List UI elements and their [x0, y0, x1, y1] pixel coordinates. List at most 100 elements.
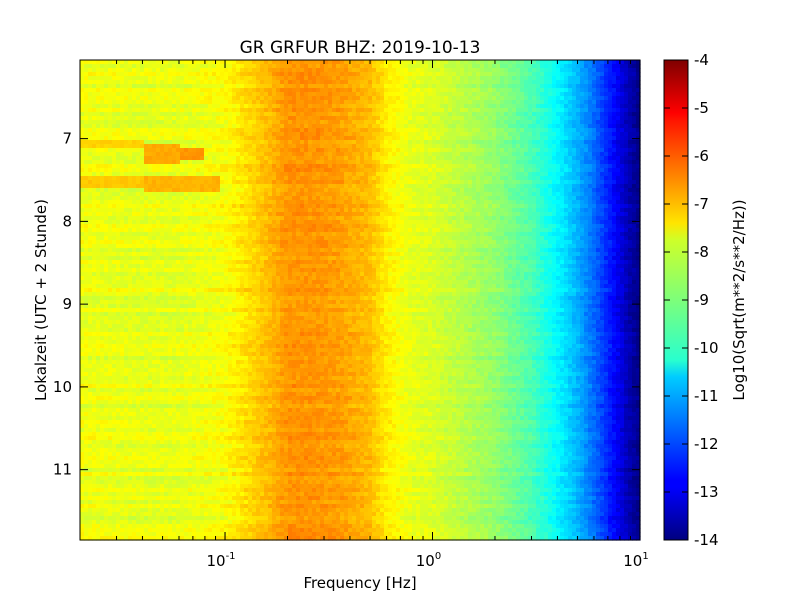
heatmap-cell: [120, 260, 125, 265]
heatmap-cell: [176, 452, 181, 457]
heatmap-cell: [128, 528, 133, 533]
heatmap-cell: [132, 464, 137, 469]
heatmap-cell: [228, 320, 233, 325]
heatmap-cell: [124, 428, 129, 433]
heatmap-cell: [156, 324, 161, 329]
heatmap-cell: [208, 324, 213, 329]
heatmap-cell: [208, 336, 213, 341]
heatmap-cell: [232, 140, 237, 145]
heatmap-cell: [152, 392, 157, 397]
heatmap-cell: [132, 376, 137, 381]
heatmap-cell: [192, 124, 197, 129]
heatmap-cell: [84, 332, 89, 337]
heatmap-cell: [140, 468, 145, 473]
heatmap-cell: [180, 500, 185, 505]
heatmap-cell: [180, 160, 185, 165]
heatmap-cell: [156, 272, 161, 277]
heatmap-cell: [184, 136, 189, 141]
heatmap-cell: [192, 356, 197, 361]
heatmap-cell: [240, 236, 245, 241]
heatmap-cell: [104, 424, 109, 429]
heatmap-cell: [168, 392, 173, 397]
heatmap-cell: [80, 480, 85, 485]
heatmap-cell: [196, 128, 201, 133]
heatmap-cell: [184, 464, 189, 469]
heatmap-cell: [220, 424, 225, 429]
heatmap-cell: [180, 136, 185, 141]
heatmap-cell: [200, 244, 205, 249]
heatmap-cell: [160, 180, 165, 185]
heatmap-cell: [104, 164, 109, 169]
heatmap-cell: [204, 208, 209, 213]
heatmap-cell: [232, 360, 237, 365]
heatmap-cell: [196, 488, 201, 493]
heatmap-cell: [208, 512, 213, 517]
heatmap-cell: [208, 180, 213, 185]
heatmap-cell: [204, 80, 209, 85]
heatmap-cell: [124, 496, 129, 501]
heatmap-cell: [168, 332, 173, 337]
heatmap-cell: [228, 68, 233, 73]
heatmap-cell: [88, 428, 93, 433]
heatmap-cell: [116, 432, 121, 437]
heatmap-cell: [184, 420, 189, 425]
heatmap-cell: [216, 264, 221, 269]
heatmap-cell: [204, 124, 209, 129]
heatmap-cell: [96, 360, 101, 365]
heatmap-cell: [104, 336, 109, 341]
heatmap-cell: [92, 388, 97, 393]
heatmap-cell: [224, 128, 229, 133]
heatmap-cell: [152, 356, 157, 361]
heatmap-cell: [228, 516, 233, 521]
heatmap-cell: [156, 436, 161, 441]
heatmap-cell: [124, 484, 129, 489]
heatmap-cell: [180, 412, 185, 417]
heatmap-cell: [136, 436, 141, 441]
heatmap-cell: [88, 152, 93, 157]
heatmap-cell: [216, 216, 221, 221]
heatmap-cell: [92, 272, 97, 277]
heatmap-cell: [188, 416, 193, 421]
heatmap-cell: [180, 524, 185, 529]
heatmap-cell: [140, 116, 145, 121]
heatmap-cell: [108, 420, 113, 425]
heatmap-cell: [240, 280, 245, 285]
heatmap-cell: [144, 136, 149, 141]
heatmap-cell: [100, 480, 105, 485]
heatmap-cell: [208, 160, 213, 165]
heatmap-cell: [172, 464, 177, 469]
heatmap-cell: [96, 396, 101, 401]
heatmap-cell: [156, 312, 161, 317]
heatmap-cell: [228, 248, 233, 253]
heatmap-cell: [180, 80, 185, 85]
heatmap-cell: [204, 480, 209, 485]
heatmap-cell: [180, 100, 185, 105]
heatmap-cell: [84, 228, 89, 233]
heatmap-cell: [200, 92, 205, 97]
heatmap-cell: [220, 196, 225, 201]
heatmap-cell: [188, 384, 193, 389]
heatmap-cell: [240, 292, 245, 297]
heatmap-cell: [96, 480, 101, 485]
heatmap-cell: [148, 364, 153, 369]
heatmap-cell: [84, 308, 89, 313]
heatmap-cell: [180, 400, 185, 405]
heatmap-cell: [212, 216, 217, 221]
heatmap-cell: [204, 288, 209, 293]
heatmap-cell: [116, 464, 121, 469]
heatmap-cell: [80, 304, 85, 309]
heatmap-cell: [200, 128, 205, 133]
heatmap-cell: [120, 92, 125, 97]
heatmap-cell: [96, 108, 101, 113]
heatmap-cell: [116, 284, 121, 289]
heatmap-cell: [112, 408, 117, 413]
heatmap-cell: [100, 444, 105, 449]
heatmap-cell: [84, 532, 89, 537]
heatmap-cell: [236, 304, 241, 309]
heatmap-cell: [172, 84, 177, 89]
heatmap-cell: [120, 196, 125, 201]
heatmap-cell: [108, 520, 113, 525]
heatmap-cell: [144, 92, 149, 97]
heatmap-cell: [192, 136, 197, 141]
heatmap-cell: [208, 152, 213, 157]
